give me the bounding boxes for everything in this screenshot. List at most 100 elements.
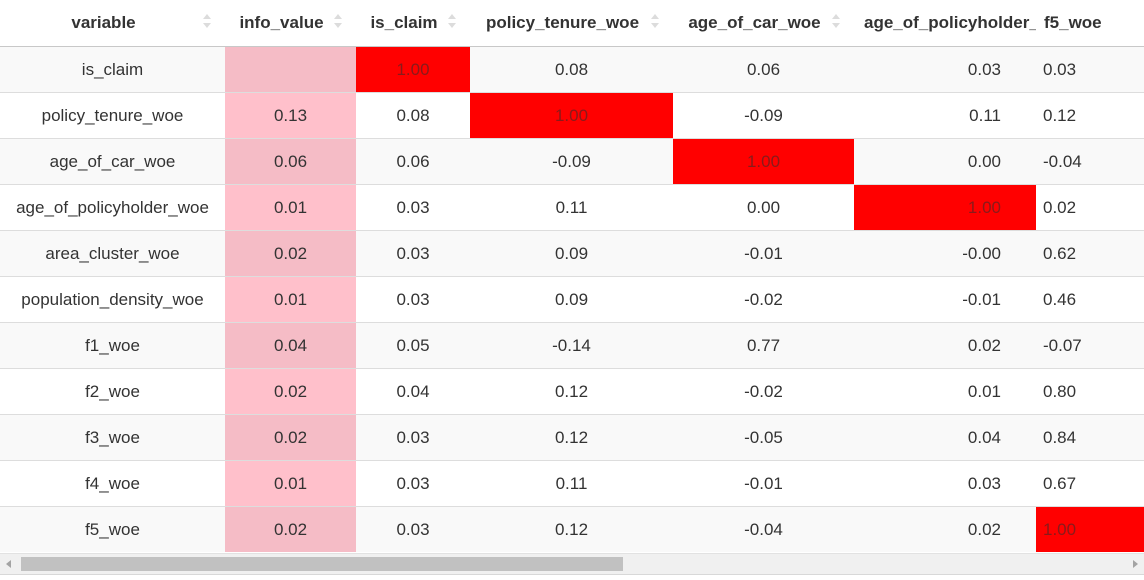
correlation-table: variable info_value is_claim policy_tenu… (0, 0, 1144, 552)
is-claim-cell: 1.00 (356, 46, 470, 93)
age-of-car-woe-cell: -0.02 (673, 368, 854, 415)
f5-woe-cell: -0.04 (1036, 138, 1144, 185)
table-row: f2_woe 0.02 0.04 0.12 -0.02 0.01 0.80 (0, 368, 1144, 415)
age-of-policyholder-woe-cell: 0.02 (854, 322, 1036, 369)
is-claim-cell: 0.03 (356, 460, 470, 507)
sort-icon[interactable] (334, 14, 342, 32)
info-value-cell: 0.02 (225, 230, 356, 277)
info-value-cell: 0.02 (225, 414, 356, 461)
table-row: f5_woe 0.02 0.03 0.12 -0.04 0.02 1.00 (0, 506, 1144, 552)
policy-tenure-woe-cell: -0.14 (470, 322, 673, 369)
is-claim-cell: 0.03 (356, 276, 470, 323)
f5-woe-cell: 0.46 (1036, 276, 1144, 323)
policy-tenure-woe-cell: 0.11 (470, 460, 673, 507)
table-row: f4_woe 0.01 0.03 0.11 -0.01 0.03 0.67 (0, 460, 1144, 507)
policy-tenure-woe-cell: 0.12 (470, 368, 673, 415)
age-of-policyholder-woe-cell: 0.11 (854, 92, 1036, 139)
is-claim-cell: 0.05 (356, 322, 470, 369)
variable-cell: f1_woe (0, 322, 225, 369)
info-value-cell: 0.01 (225, 276, 356, 323)
is-claim-cell: 0.06 (356, 138, 470, 185)
f5-woe-cell: 0.03 (1036, 46, 1144, 93)
policy-tenure-woe-cell: 0.12 (470, 414, 673, 461)
table-row: age_of_policyholder_woe 0.01 0.03 0.11 0.00 1… (0, 184, 1144, 231)
policy-tenure-woe-cell: 0.09 (470, 230, 673, 277)
column-header-is-claim[interactable]: is_claim (356, 0, 470, 47)
age-of-policyholder-woe-cell: 0.01 (854, 368, 1036, 415)
info-value-cell: 0.02 (225, 506, 356, 552)
age-of-car-woe-cell: -0.09 (673, 92, 854, 139)
info-value-cell: 0.01 (225, 184, 356, 231)
age-of-policyholder-woe-cell: 0.00 (854, 138, 1036, 185)
is-claim-cell: 0.04 (356, 368, 470, 415)
column-header-label: f5_woe (1044, 13, 1102, 32)
policy-tenure-woe-cell: 0.08 (470, 46, 673, 93)
variable-cell: is_claim (0, 46, 225, 93)
horizontal-scrollbar[interactable] (0, 553, 1144, 574)
variable-cell: f4_woe (0, 460, 225, 507)
age-of-policyholder-woe-cell: 1.00 (854, 184, 1036, 231)
sort-icon[interactable] (448, 14, 456, 32)
age-of-car-woe-cell: 0.00 (673, 184, 854, 231)
table-row: population_density_woe 0.01 0.03 0.09 -0.02-… (0, 276, 1144, 323)
column-header-age-of-car-woe[interactable]: age_of_car_woe (673, 0, 854, 47)
column-header-label: is_claim (370, 13, 438, 32)
scrollbar-thumb[interactable] (21, 557, 623, 571)
is-claim-cell: 0.03 (356, 414, 470, 461)
table-row: age_of_car_woe 0.06 0.06 -0.09 1.00 0.00 -0.04 (0, 138, 1144, 185)
info-value-cell: 0.13 (225, 92, 356, 139)
data-table-container: variable info_value is_claim policy_tenu… (0, 0, 1144, 552)
is-claim-cell: 0.08 (356, 92, 470, 139)
policy-tenure-woe-cell: 0.12 (470, 506, 673, 552)
age-of-policyholder-woe-cell: 0.03 (854, 460, 1036, 507)
age-of-policyholder-woe-cell: 0.04 (854, 414, 1036, 461)
table-row: area_cluster_woe 0.02 0.03 0.09 -0.01 -0.00 0.… (0, 230, 1144, 277)
age-of-car-woe-cell: -0.02 (673, 276, 854, 323)
sort-icon[interactable] (651, 14, 659, 32)
age-of-policyholder-woe-cell: -0.00 (854, 230, 1036, 277)
age-of-car-woe-cell: 0.77 (673, 322, 854, 369)
f5-woe-cell: 0.67 (1036, 460, 1144, 507)
f5-woe-cell: 0.80 (1036, 368, 1144, 415)
column-header-label: age_of_car_woe (688, 13, 821, 32)
column-header-age-of-policyholder-woe[interactable]: age_of_policyholder_woe (854, 0, 1036, 47)
policy-tenure-woe-cell: 1.00 (470, 92, 673, 139)
age-of-car-woe-cell: 1.00 (673, 138, 854, 185)
variable-cell: f5_woe (0, 506, 225, 552)
sort-icon[interactable] (832, 14, 840, 32)
info-value-cell: 0.04 (225, 322, 356, 369)
age-of-car-woe-cell: -0.04 (673, 506, 854, 552)
info-value-cell (225, 46, 356, 93)
column-header-label: variable (71, 13, 136, 32)
policy-tenure-woe-cell: -0.09 (470, 138, 673, 185)
age-of-car-woe-cell: -0.01 (673, 460, 854, 507)
variable-cell: f2_woe (0, 368, 225, 415)
info-value-cell: 0.02 (225, 368, 356, 415)
variable-cell: policy_tenure_woe (0, 92, 225, 139)
variable-cell: age_of_policyholder_woe (0, 184, 225, 231)
variable-cell: population_density_woe (0, 276, 225, 323)
variable-cell: f3_woe (0, 414, 225, 461)
scroll-right-arrow-icon[interactable] (1133, 560, 1138, 568)
table-row: f3_woe 0.02 0.03 0.12 -0.05 0.04 0.84 (0, 414, 1144, 461)
divider (0, 574, 1144, 575)
info-value-cell: 0.01 (225, 460, 356, 507)
f5-woe-cell: -0.07 (1036, 322, 1144, 369)
sort-icon[interactable] (203, 14, 211, 32)
column-header-label: info_value (239, 13, 324, 32)
policy-tenure-woe-cell: 0.09 (470, 276, 673, 323)
variable-cell: age_of_car_woe (0, 138, 225, 185)
info-value-cell: 0.06 (225, 138, 356, 185)
variable-cell: area_cluster_woe (0, 230, 225, 277)
column-header-f5-woe[interactable]: f5_woe (1036, 0, 1144, 47)
column-header-variable[interactable]: variable (0, 0, 225, 47)
column-header-policy-tenure-woe[interactable]: policy_tenure_woe (470, 0, 673, 47)
is-claim-cell: 0.03 (356, 230, 470, 277)
age-of-car-woe-cell: -0.05 (673, 414, 854, 461)
column-header-label: age_of_policyholder_woe (864, 13, 1036, 32)
policy-tenure-woe-cell: 0.11 (470, 184, 673, 231)
scroll-left-arrow-icon[interactable] (6, 560, 11, 568)
table-row: is_claim 1.00 0.08 0.06 0.03 0.03 (0, 46, 1144, 93)
column-header-info-value[interactable]: info_value (225, 0, 356, 47)
f5-woe-cell: 0.62 (1036, 230, 1144, 277)
